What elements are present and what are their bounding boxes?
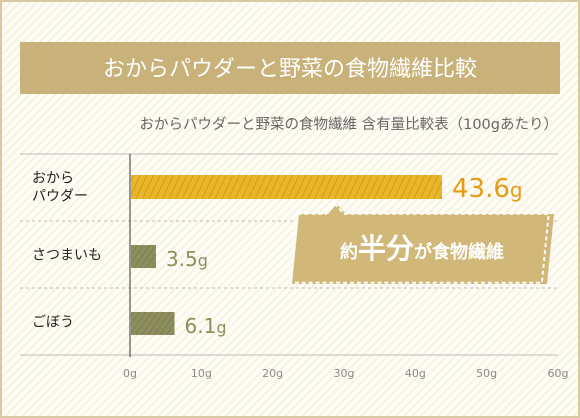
header-banner <box>20 42 560 94</box>
bar <box>131 312 175 335</box>
bar <box>131 175 443 199</box>
category-label: パウダー <box>32 189 88 205</box>
x-tick-label: 40g <box>405 367 426 380</box>
category-label: ごぼう <box>32 315 74 331</box>
category-label: さつまいも <box>32 248 102 264</box>
callout-badge: 約半分が食物繊維 <box>289 202 554 284</box>
value-label: 6.1g <box>185 314 227 338</box>
value-label: 3.5g <box>166 247 208 271</box>
x-tick-label: 50g <box>476 367 497 380</box>
header-title: おからパウダーと野菜の食物繊維比較 <box>103 57 477 82</box>
x-tick-label: 20g <box>262 367 283 380</box>
value-label: 43.6g <box>452 174 523 204</box>
x-tick-label: 0g <box>123 367 137 380</box>
x-tick-label: 60g <box>548 367 569 380</box>
bar <box>131 245 156 268</box>
x-tick-label: 30g <box>334 367 355 380</box>
chart-title: おからパウダーと野菜の食物繊維 含有量比較表（100gあたり） <box>140 115 559 133</box>
x-tick-label: 10g <box>191 367 212 380</box>
category-label: おから <box>32 171 74 187</box>
callout-text: 約半分が食物繊維 <box>340 232 504 265</box>
